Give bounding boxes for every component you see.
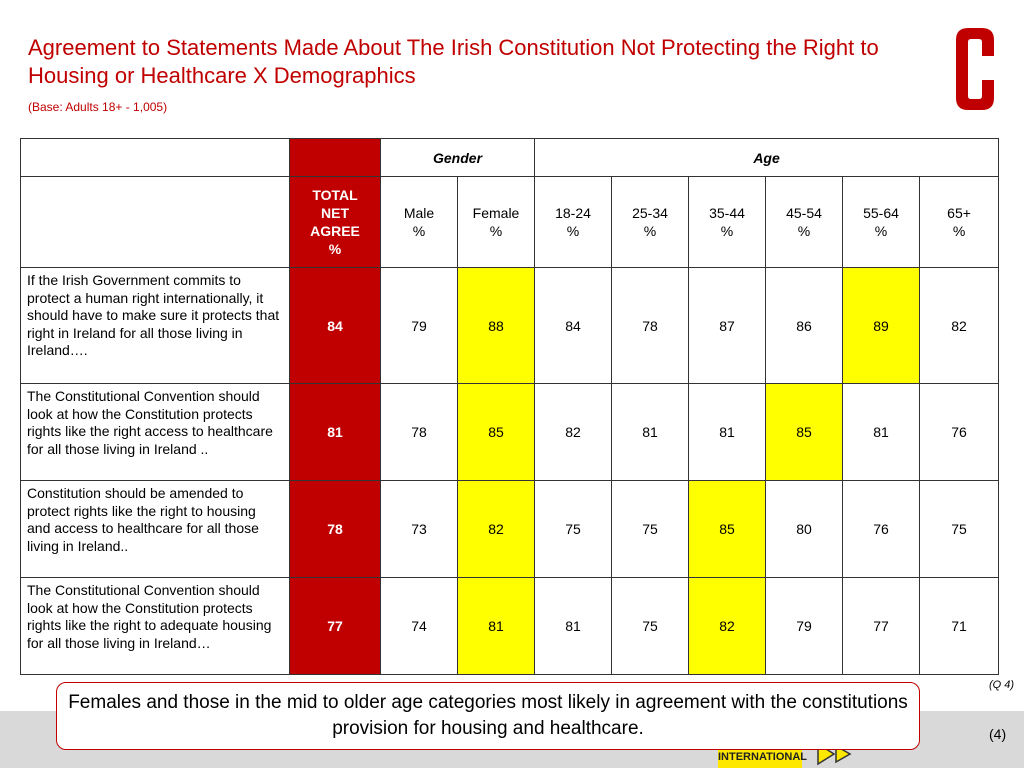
- statement-cell: The Constitutional Convention should loo…: [20, 577, 290, 675]
- total-header-line: %: [328, 241, 342, 257]
- column-header: 65+%: [919, 176, 1000, 268]
- statement-cell: If the Irish Government commits to prote…: [20, 267, 290, 384]
- base-note: (Base: Adults 18+ - 1,005): [28, 100, 168, 114]
- total-value-cell: 81: [289, 383, 381, 481]
- table-row: If the Irish Government commits to prote…: [20, 267, 1000, 384]
- total-value-cell: 78: [289, 480, 381, 578]
- total-header-line: TOTAL: [312, 187, 358, 203]
- value-cell: 85: [456, 383, 536, 481]
- statement-header-cell: [20, 176, 290, 268]
- column-label: 25-34: [632, 205, 668, 221]
- question-reference: (Q 4): [988, 679, 1014, 691]
- age-group-header: Age: [534, 138, 1000, 177]
- column-header: Female%: [456, 176, 536, 268]
- table-row: The Constitutional Convention should loo…: [20, 383, 1000, 481]
- total-header-line: NET: [321, 205, 349, 221]
- total-value-cell: 84: [289, 267, 381, 384]
- column-label: Male: [403, 205, 435, 221]
- value-cell: 81: [842, 383, 921, 481]
- page-number: (4): [989, 726, 1007, 742]
- total-net-agree-header: TOTAL NET AGREE %: [289, 176, 381, 268]
- column-header: 18-24%: [534, 176, 613, 268]
- column-header-row: TOTAL NET AGREE % Male% Female% 18-24% 25-3…: [20, 176, 1000, 268]
- value-cell: 76: [919, 383, 1000, 481]
- value-cell: 81: [688, 383, 767, 481]
- value-cell: 86: [765, 267, 844, 384]
- value-cell: 75: [534, 480, 613, 578]
- statement-cell: The Constitutional Convention should loo…: [20, 383, 290, 481]
- value-cell: 82: [456, 480, 536, 578]
- column-unit: %: [412, 223, 426, 239]
- value-cell: 84: [534, 267, 613, 384]
- value-cell: 78: [380, 383, 458, 481]
- value-cell: 85: [688, 480, 767, 578]
- gender-group-header: Gender: [379, 138, 536, 177]
- total-value-cell: 77: [289, 577, 381, 675]
- column-header: 35-44%: [688, 176, 767, 268]
- results-table: Gender Age TOTAL NET AGREE % Male% Female…: [20, 138, 1000, 675]
- value-cell: 85: [765, 383, 844, 481]
- value-cell: 73: [380, 480, 458, 578]
- corner-cell: [20, 138, 290, 177]
- column-label: 65+: [947, 205, 971, 221]
- column-header: 25-34%: [611, 176, 690, 268]
- column-label: 55-64: [863, 205, 899, 221]
- value-cell: 82: [688, 577, 767, 675]
- table-body: Gender Age TOTAL NET AGREE % Male% Female…: [20, 138, 1000, 675]
- column-header: 45-54%: [765, 176, 844, 268]
- column-unit: %: [874, 223, 888, 239]
- column-header: 55-64%: [842, 176, 921, 268]
- value-cell: 87: [688, 267, 767, 384]
- value-cell: 71: [919, 577, 1000, 675]
- column-unit: %: [566, 223, 580, 239]
- table-row: Constitution should be amended to protec…: [20, 480, 1000, 578]
- value-cell: 74: [380, 577, 458, 675]
- logo-letter-shape: [956, 28, 994, 110]
- column-unit: %: [952, 223, 966, 239]
- value-cell: 76: [842, 480, 921, 578]
- value-cell: 82: [919, 267, 1000, 384]
- column-label: Female: [472, 205, 520, 221]
- value-cell: 82: [534, 383, 613, 481]
- value-cell: 75: [611, 577, 690, 675]
- column-header: Male%: [380, 176, 458, 268]
- summary-callout: Females and those in the mid to older ag…: [56, 682, 920, 750]
- page-title: Agreement to Statements Made About The I…: [28, 35, 879, 88]
- statement-cell: Constitution should be amended to protec…: [20, 480, 290, 578]
- column-label: 18-24: [555, 205, 591, 221]
- value-cell: 78: [611, 267, 690, 384]
- group-header-row: Gender Age: [20, 138, 1000, 177]
- table-row: The Constitutional Convention should loo…: [20, 577, 1000, 675]
- value-cell: 75: [611, 480, 690, 578]
- total-header-line: AGREE: [310, 223, 360, 239]
- value-cell: 75: [919, 480, 1000, 578]
- column-label: 35-44: [709, 205, 745, 221]
- column-unit: %: [489, 223, 503, 239]
- company-logo-icon: [956, 28, 994, 110]
- value-cell: 79: [765, 577, 844, 675]
- column-unit: %: [643, 223, 657, 239]
- column-label: 45-54: [786, 205, 822, 221]
- value-cell: 81: [611, 383, 690, 481]
- value-cell: 81: [534, 577, 613, 675]
- value-cell: 79: [380, 267, 458, 384]
- value-cell: 77: [842, 577, 921, 675]
- value-cell: 80: [765, 480, 844, 578]
- value-cell: 89: [842, 267, 921, 384]
- total-group-cell: [289, 138, 381, 177]
- value-cell: 88: [456, 267, 536, 384]
- value-cell: 81: [456, 577, 536, 675]
- column-unit: %: [720, 223, 734, 239]
- column-unit: %: [797, 223, 811, 239]
